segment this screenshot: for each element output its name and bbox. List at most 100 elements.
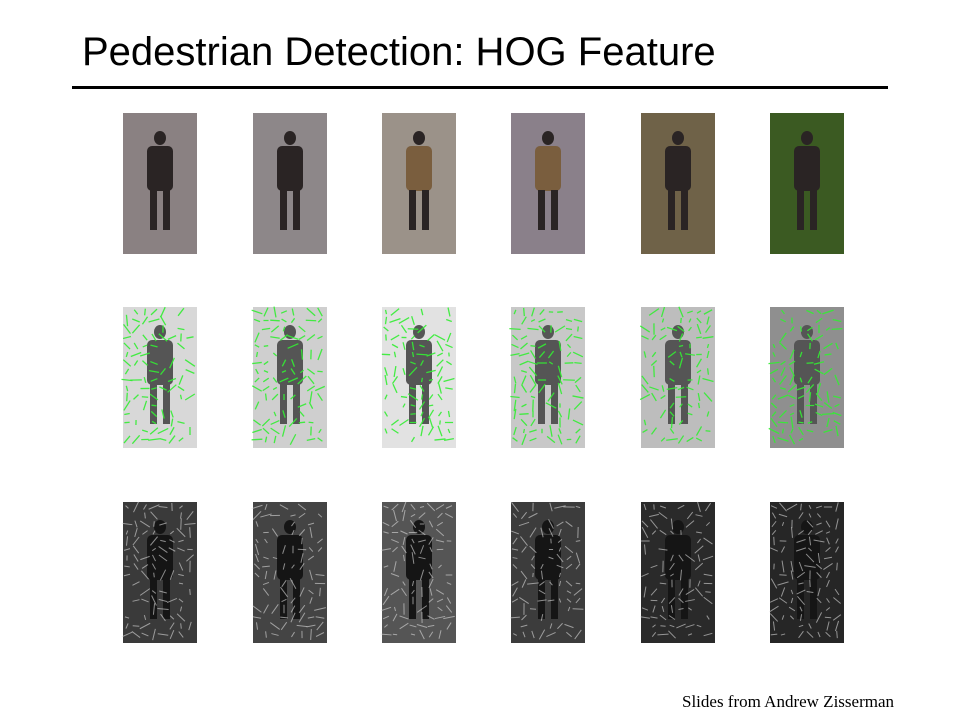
hog-stroke — [772, 352, 776, 357]
hog-stroke — [643, 419, 647, 426]
hog-stroke — [261, 327, 271, 331]
hog-stroke — [271, 528, 279, 537]
hog-stroke — [446, 582, 452, 585]
hog-stroke — [771, 377, 777, 383]
figure-body — [535, 340, 561, 385]
hog-stroke — [125, 351, 129, 358]
hog-stroke — [252, 605, 262, 613]
hog-stroke — [547, 350, 555, 359]
hog-stroke — [574, 376, 582, 384]
hog-stroke — [264, 436, 268, 443]
hog-stroke — [263, 370, 269, 373]
hog-stroke — [264, 393, 268, 401]
hog-stroke — [557, 365, 563, 378]
hog-stroke — [669, 411, 675, 417]
hog-stroke — [660, 625, 666, 627]
hog-stroke — [660, 394, 666, 400]
hog-stroke — [133, 342, 139, 350]
hog-stroke — [769, 605, 779, 613]
hog-stroke — [150, 511, 158, 520]
hog-stroke — [781, 309, 785, 315]
hog-stroke — [436, 352, 444, 357]
hog-stroke — [417, 324, 427, 334]
hog-stroke — [798, 426, 804, 436]
hog-stroke — [520, 536, 528, 546]
hog-stroke — [817, 553, 821, 563]
hog-stroke — [300, 349, 304, 360]
hog-stroke — [807, 421, 813, 424]
hog-stroke — [697, 402, 701, 409]
hog-stroke — [777, 437, 789, 442]
hog-stroke — [835, 342, 839, 350]
hog-stroke — [657, 633, 669, 636]
hog-stroke — [523, 307, 525, 317]
hog-stroke — [769, 613, 779, 622]
hog-stroke — [511, 598, 519, 603]
hog-stroke — [575, 384, 581, 393]
hog-stroke — [650, 588, 658, 596]
hog-stroke — [566, 555, 572, 561]
hog-stroke — [428, 578, 434, 589]
hog-stroke — [270, 419, 280, 426]
hog-stroke — [298, 612, 306, 623]
hog-stroke — [131, 324, 141, 334]
hog-stroke — [390, 334, 400, 341]
figure-leg — [280, 579, 287, 619]
hog-stroke — [679, 569, 683, 581]
hog-stroke — [557, 538, 563, 544]
hog-stroke — [777, 581, 789, 586]
hog-stroke — [703, 596, 713, 605]
hog-stroke — [797, 595, 805, 606]
hog-stroke — [383, 565, 389, 568]
hog-stroke — [702, 377, 714, 383]
hog-stroke — [574, 361, 582, 365]
figure-head — [154, 131, 166, 145]
hog-stroke — [436, 366, 444, 377]
hog-stroke — [696, 531, 702, 534]
hog-stroke — [144, 512, 146, 519]
hog-stroke — [670, 518, 674, 530]
pedestrian-image — [121, 306, 197, 448]
hog-stroke — [816, 522, 822, 526]
hog-stroke — [669, 402, 675, 409]
figure-leg — [409, 190, 416, 230]
hog-stroke — [659, 505, 667, 509]
hog-stroke — [393, 606, 397, 612]
hog-stroke — [186, 336, 194, 339]
credit: Slides from Andrew Zisserman — [682, 692, 894, 711]
hog-stroke — [513, 426, 517, 436]
hog-stroke — [688, 318, 692, 323]
hog-stroke — [806, 590, 814, 594]
hog-stroke — [434, 615, 446, 620]
hog-stroke — [186, 511, 194, 520]
hog-stroke — [159, 438, 167, 441]
hog-stroke — [125, 314, 129, 327]
hog-stroke — [393, 509, 397, 522]
hog-stroke — [157, 607, 169, 611]
hog-stroke — [670, 554, 674, 562]
hog-stroke — [391, 538, 399, 544]
hog-stroke — [779, 332, 787, 343]
hog-stroke — [317, 547, 323, 552]
hog-stroke — [825, 631, 831, 638]
hog-stroke — [642, 429, 648, 433]
hog-stroke — [408, 366, 418, 377]
hog-stroke — [446, 622, 452, 630]
figure-body — [147, 340, 173, 385]
hog-stroke — [287, 335, 299, 340]
hog-stroke — [696, 310, 702, 314]
hog-stroke — [537, 343, 547, 349]
hog-stroke — [518, 352, 530, 357]
figure-body — [277, 535, 303, 580]
hog-stroke — [565, 333, 573, 342]
hog-stroke — [169, 622, 175, 630]
figure-body — [277, 340, 303, 385]
hog-stroke — [177, 342, 185, 350]
hog-stroke — [696, 317, 702, 324]
hog-stroke — [429, 588, 433, 596]
hog-stroke — [177, 547, 185, 552]
hog-stroke — [180, 512, 182, 519]
figure-body — [794, 340, 820, 385]
hog-stroke — [271, 633, 279, 636]
hog-stroke — [427, 615, 435, 620]
